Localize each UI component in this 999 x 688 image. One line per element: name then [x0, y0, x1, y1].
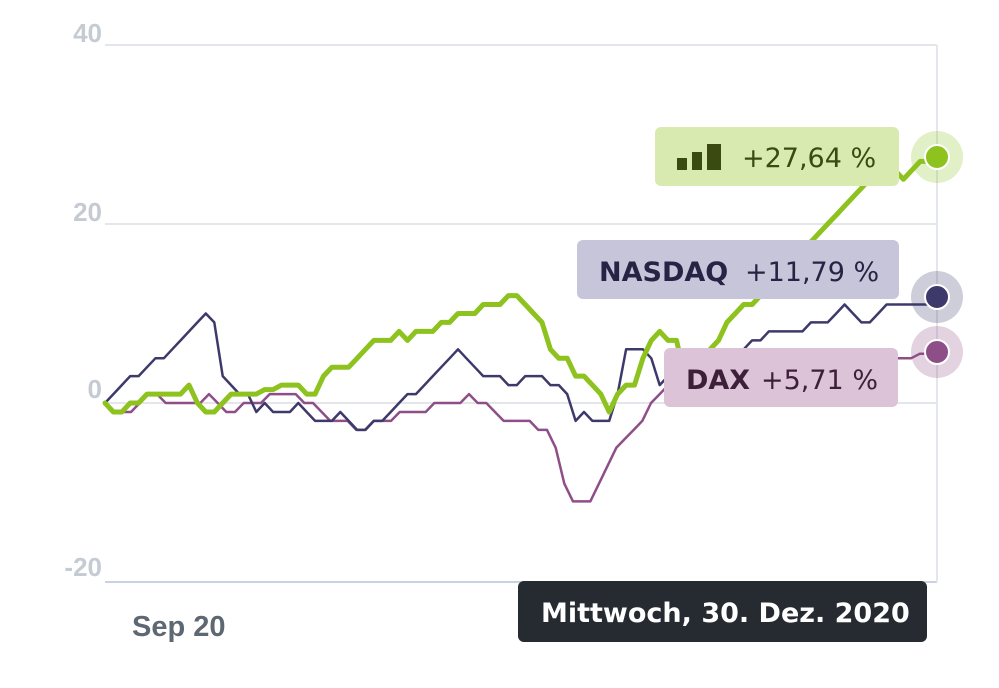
stock-value-badge: +27,64 %: [655, 127, 899, 186]
y-axis-ticks: 40 20 0 -20: [64, 18, 102, 582]
tooltip-date-label: Mittwoch, 30. Dez. 2020: [541, 598, 910, 629]
y-tick-label: -20: [64, 552, 102, 582]
stock-end-marker[interactable]: [911, 131, 963, 183]
series-lines: [102, 153, 940, 503]
nasdaq-value-badge: NASDAQ +11,79 %: [577, 240, 899, 299]
nasdaq-value-label: +11,79 %: [745, 257, 879, 288]
y-tick-label: 40: [73, 18, 102, 48]
dax-value-label: +5,71 %: [761, 365, 878, 396]
y-tick-label: 20: [73, 197, 102, 227]
bar-chart-icon: [677, 144, 721, 170]
x-tick-label: Sep 20: [132, 611, 226, 643]
date-tooltip: Mittwoch, 30. Dez. 2020: [518, 581, 927, 642]
dax-value-badge: DAX +5,71 %: [664, 348, 898, 407]
y-tick-label: 0: [88, 374, 102, 404]
stock-value-label: +27,64 %: [742, 143, 876, 174]
dax-end-marker[interactable]: [911, 326, 963, 378]
nasdaq-end-marker[interactable]: [911, 271, 963, 323]
grid-lines: [105, 44, 938, 583]
nasdaq-name-label: NASDAQ: [599, 257, 728, 288]
dax-name-label: DAX: [686, 365, 750, 396]
